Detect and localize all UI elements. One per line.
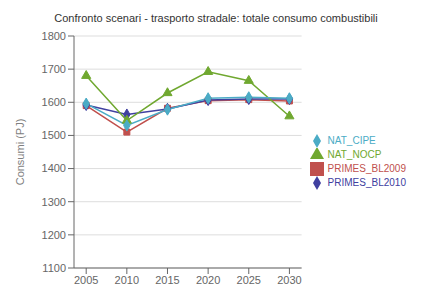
svg-text:2025: 2025 — [237, 274, 261, 286]
svg-text:1100: 1100 — [42, 262, 66, 274]
svg-text:1800: 1800 — [42, 30, 66, 42]
svg-text:2030: 2030 — [277, 274, 301, 286]
html-text:NAT_CIPE: NAT_CIPE — [327, 134, 376, 146]
html-text:PRIMES_BL2010: PRIMES_BL2010 — [327, 176, 406, 188]
svg-text:1500: 1500 — [42, 129, 66, 141]
svg-text:1200: 1200 — [42, 229, 66, 241]
svg-text:1300: 1300 — [42, 196, 66, 208]
svg-text:2005: 2005 — [74, 274, 98, 286]
svg-text:2015: 2015 — [155, 274, 179, 286]
svg-text:1700: 1700 — [42, 63, 66, 75]
svg-text:1600: 1600 — [42, 96, 66, 108]
html-text:NAT_NOCP: NAT_NOCP — [327, 148, 382, 160]
svg-text:1400: 1400 — [42, 162, 66, 174]
html-text:PRIMES_BL2009: PRIMES_BL2009 — [327, 162, 406, 174]
svg-text:Consumi (PJ): Consumi (PJ) — [14, 119, 26, 186]
svg-text:2010: 2010 — [115, 274, 139, 286]
svg-text:2020: 2020 — [196, 274, 220, 286]
html-text:Confronto scenari - trasporto: Confronto scenari - trasporto stradale: … — [54, 12, 378, 24]
